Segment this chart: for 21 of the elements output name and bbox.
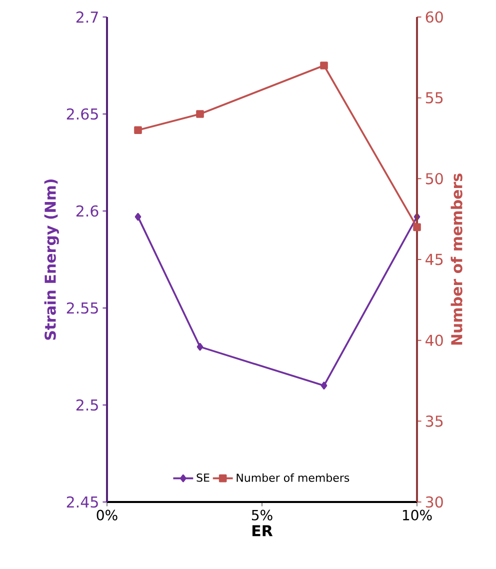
legend-label: SE xyxy=(196,473,210,482)
y2-tick-label: 55 xyxy=(426,92,443,104)
y2-tick-label: 40 xyxy=(426,334,443,346)
x-tick-label: 0% xyxy=(96,510,118,520)
y2-axis-title: Number of members xyxy=(450,174,462,345)
y2-tick-label: 60 xyxy=(426,11,443,23)
y-tick-label: 2.55 xyxy=(66,302,98,314)
y-tick-label: 2.65 xyxy=(66,108,98,120)
y-axis-title: Strain Energy (Nm) xyxy=(44,179,59,340)
y-tick-label: 2.7 xyxy=(76,11,98,23)
y2-tick-label: 35 xyxy=(426,415,443,427)
x-tick-label: 5% xyxy=(252,510,272,520)
y-tick-label: 2.6 xyxy=(76,205,98,217)
x-tick-label: 10% xyxy=(402,510,432,520)
y2-tick-label: 30 xyxy=(426,496,443,508)
y2-tick-label: 45 xyxy=(426,254,443,266)
legend-label: Number of members xyxy=(236,473,350,482)
y-tick-label: 2.5 xyxy=(76,399,98,411)
y2-tick-label: 50 xyxy=(426,172,443,184)
x-axis-title: ER xyxy=(252,525,273,536)
y-tick-label: 2.45 xyxy=(66,496,98,508)
